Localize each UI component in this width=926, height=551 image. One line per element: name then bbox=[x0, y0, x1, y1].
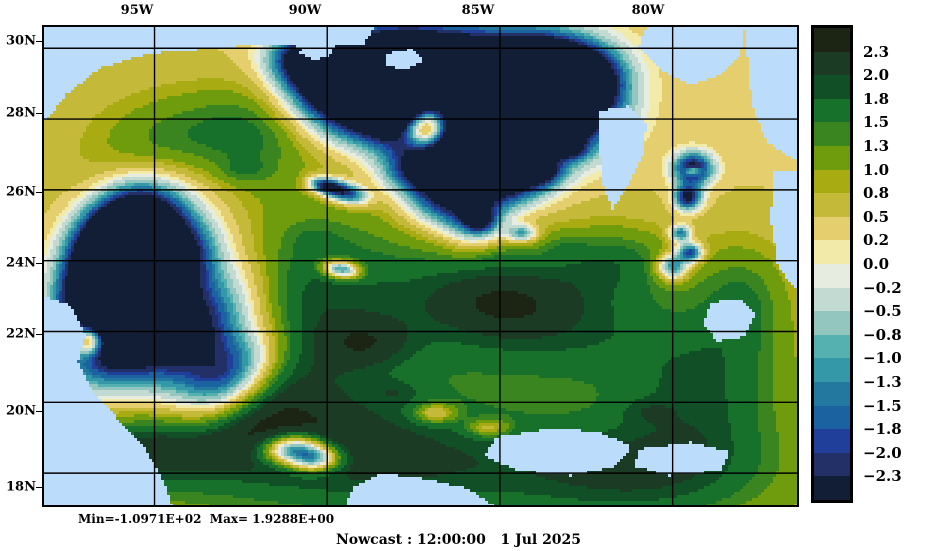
colorbar-tick-label-13: −1.0 bbox=[863, 349, 902, 368]
colorbar-tick-label-0: 2.3 bbox=[863, 42, 890, 61]
contour-field bbox=[44, 27, 797, 505]
colorbar-swatch-12 bbox=[814, 311, 850, 335]
colorbar-swatch-9 bbox=[814, 240, 850, 264]
lat-tick-mark-24n bbox=[36, 263, 42, 264]
lat-tick-label-20n: 20N bbox=[6, 403, 36, 419]
colorbar-swatch-11 bbox=[814, 287, 850, 312]
colorbar-tick-label-12: −0.8 bbox=[863, 325, 902, 344]
colorbar-swatch-16 bbox=[814, 405, 850, 430]
colorbar-swatch-17 bbox=[814, 429, 850, 453]
lat-tick-mark-20n bbox=[36, 411, 42, 412]
colorbar-tick-label-3: 1.5 bbox=[863, 113, 890, 132]
contour-band bbox=[107, 90, 797, 505]
colorbar-tick-label-17: −2.0 bbox=[863, 443, 902, 462]
lon-tick-label-85w: 85W bbox=[461, 3, 495, 18]
colorbar-swatch-15 bbox=[814, 381, 850, 406]
colorbar-tick-label-2: 1.8 bbox=[863, 89, 890, 108]
colorbar-swatch-0 bbox=[814, 28, 850, 52]
colorbar-tick-label-9: 0.0 bbox=[863, 255, 890, 273]
colorbar-swatch-6 bbox=[814, 169, 850, 194]
colorbar-tick-label-8: 0.2 bbox=[863, 231, 890, 250]
lat-tick-label-30n: 30N bbox=[6, 33, 36, 49]
lat-tick-mark-28n bbox=[36, 113, 42, 114]
colorbar-tick-label-18: −2.3 bbox=[863, 467, 902, 486]
colorbar-tick-label-11: −0.5 bbox=[863, 302, 902, 321]
lat-tick-mark-26n bbox=[36, 192, 42, 193]
lat-tick-label-24n: 24N bbox=[6, 255, 36, 271]
nowcast-timestamp: Nowcast : 12:00:00 1 Jul 2025 bbox=[336, 532, 582, 548]
contour-band bbox=[65, 30, 695, 369]
gridlines bbox=[44, 27, 797, 505]
colorbar-swatch-14 bbox=[814, 358, 850, 382]
lon-tick-label-90w: 90W bbox=[288, 3, 322, 18]
lon-tick-label-95w: 95W bbox=[120, 3, 154, 18]
contour-band bbox=[125, 117, 761, 505]
minmax-statistics: Min=-1.0971E+02 Max= 1.9288E+00 bbox=[78, 512, 335, 526]
lat-tick-mark-22n bbox=[36, 334, 42, 335]
colorbar-swatch-3 bbox=[814, 98, 850, 123]
colorbar-swatch-5 bbox=[814, 145, 850, 170]
contour-band bbox=[134, 261, 734, 501]
lat-tick-label-28n: 28N bbox=[6, 105, 36, 121]
lat-tick-label-26n: 26N bbox=[6, 184, 36, 200]
contour-band bbox=[137, 276, 707, 492]
colorbar-swatch-7 bbox=[814, 193, 850, 217]
lat-tick-mark-30n bbox=[36, 41, 42, 42]
colorbar-tick-label-10: −0.2 bbox=[863, 278, 902, 297]
contour-band bbox=[80, 78, 797, 505]
lat-tick-label-18n: 18N bbox=[6, 479, 36, 495]
colorbar-tick-label-4: 1.3 bbox=[863, 137, 890, 155]
colorbar-swatch-18 bbox=[814, 452, 850, 477]
colorbar-tick-label-1: 2.0 bbox=[863, 66, 890, 85]
colorbar-swatch-2 bbox=[814, 75, 850, 99]
map-plot-area[interactable] bbox=[42, 25, 799, 507]
contour-band bbox=[248, 291, 536, 435]
lat-tick-label-22n: 22N bbox=[6, 326, 36, 342]
contour-band bbox=[44, 48, 776, 471]
colorbar-group: 2.3 2.0 1.8 1.5 1.3 1.0 0.8 0.5 0.2 0.0 −0.2 −0.5 −0… bbox=[811, 25, 902, 503]
colorbar-tick-label-14: −1.3 bbox=[863, 373, 902, 391]
colorbar-swatch-10 bbox=[814, 263, 850, 288]
colorbar-tick-label-5: 1.0 bbox=[863, 160, 890, 179]
colorbar-swatch-19 bbox=[814, 476, 850, 500]
colorbar-swatch-8 bbox=[814, 216, 850, 241]
contour-band bbox=[122, 105, 779, 505]
colorbar-tick-label-16: −1.8 bbox=[863, 420, 902, 439]
contour-band bbox=[44, 27, 725, 468]
colorbar-tick-label-7: 0.5 bbox=[863, 207, 890, 226]
colorbar[interactable] bbox=[811, 25, 853, 503]
colorbar-swatch-4 bbox=[814, 122, 850, 146]
lat-tick-mark-18n bbox=[36, 487, 42, 488]
colorbar-swatch-13 bbox=[814, 334, 850, 359]
colorbar-tick-label-15: −1.5 bbox=[863, 396, 902, 415]
lon-tick-label-80w: 80W bbox=[631, 3, 665, 18]
colorbar-tick-label-6: 0.8 bbox=[863, 184, 890, 203]
colorbar-swatch-1 bbox=[814, 51, 850, 76]
